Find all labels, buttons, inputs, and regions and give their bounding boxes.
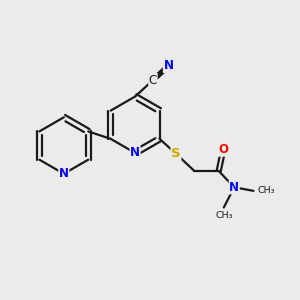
Text: S: S	[171, 147, 181, 160]
Text: O: O	[218, 143, 228, 156]
Text: N: N	[59, 167, 69, 180]
Text: N: N	[229, 181, 239, 194]
Text: CH₃: CH₃	[215, 211, 232, 220]
Text: N: N	[164, 59, 173, 72]
Text: C: C	[149, 74, 157, 87]
Text: N: N	[130, 146, 140, 160]
Text: CH₃: CH₃	[257, 186, 275, 195]
